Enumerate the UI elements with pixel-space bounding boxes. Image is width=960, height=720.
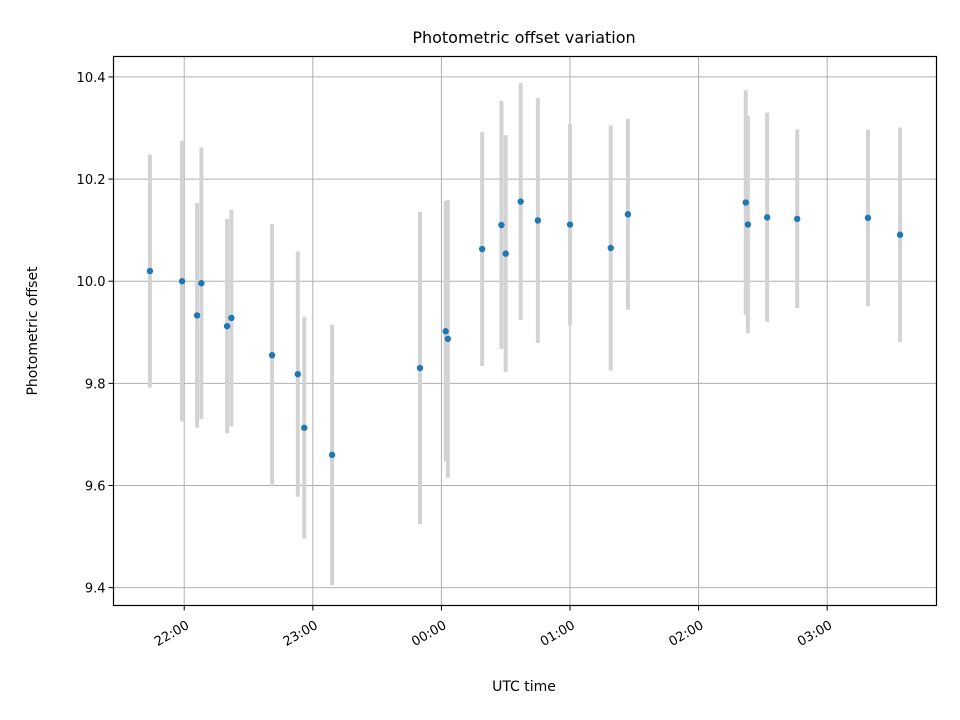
y-tick-label: 9.8 xyxy=(85,377,106,392)
data-point xyxy=(301,424,308,431)
data-point xyxy=(566,221,574,228)
plot-frame xyxy=(112,55,938,607)
data-point xyxy=(864,214,872,222)
data-point xyxy=(793,215,801,223)
data-point xyxy=(442,328,449,335)
data-point xyxy=(517,198,524,205)
data-point xyxy=(896,231,904,238)
data-point xyxy=(498,221,505,229)
data-point xyxy=(328,451,336,459)
data-point xyxy=(607,244,614,252)
y-tick-label: 9.6 xyxy=(85,479,106,494)
data-point xyxy=(228,314,235,322)
chart-title: Photometric offset variation xyxy=(412,28,635,47)
y-tick-label: 10.2 xyxy=(77,173,106,188)
x-axis-label: UTC time xyxy=(492,679,556,695)
data-point xyxy=(444,335,452,343)
data-point xyxy=(146,267,154,275)
data-point xyxy=(534,217,542,224)
data-point xyxy=(478,245,486,253)
data-points xyxy=(146,198,904,459)
data-point xyxy=(198,280,205,287)
data-point xyxy=(502,250,509,257)
data-point xyxy=(294,370,302,378)
data-point xyxy=(223,322,231,330)
data-point xyxy=(624,211,632,218)
data-point xyxy=(744,221,752,228)
data-point xyxy=(178,278,186,285)
data-point xyxy=(416,364,424,372)
y-tick-label: 10.0 xyxy=(77,275,106,290)
data-point xyxy=(763,214,771,221)
y-axis-label: Photometric offset xyxy=(25,266,41,396)
grid-lines xyxy=(113,56,937,606)
data-point xyxy=(268,352,276,359)
y-tick-label: 9.4 xyxy=(85,582,106,597)
data-point xyxy=(193,312,201,319)
y-axis-ticks: 9.4 9.6 9.8 10.0 10.2 10.4 xyxy=(77,71,114,597)
y-tick-label: 10.4 xyxy=(77,71,106,86)
data-point xyxy=(742,199,749,206)
